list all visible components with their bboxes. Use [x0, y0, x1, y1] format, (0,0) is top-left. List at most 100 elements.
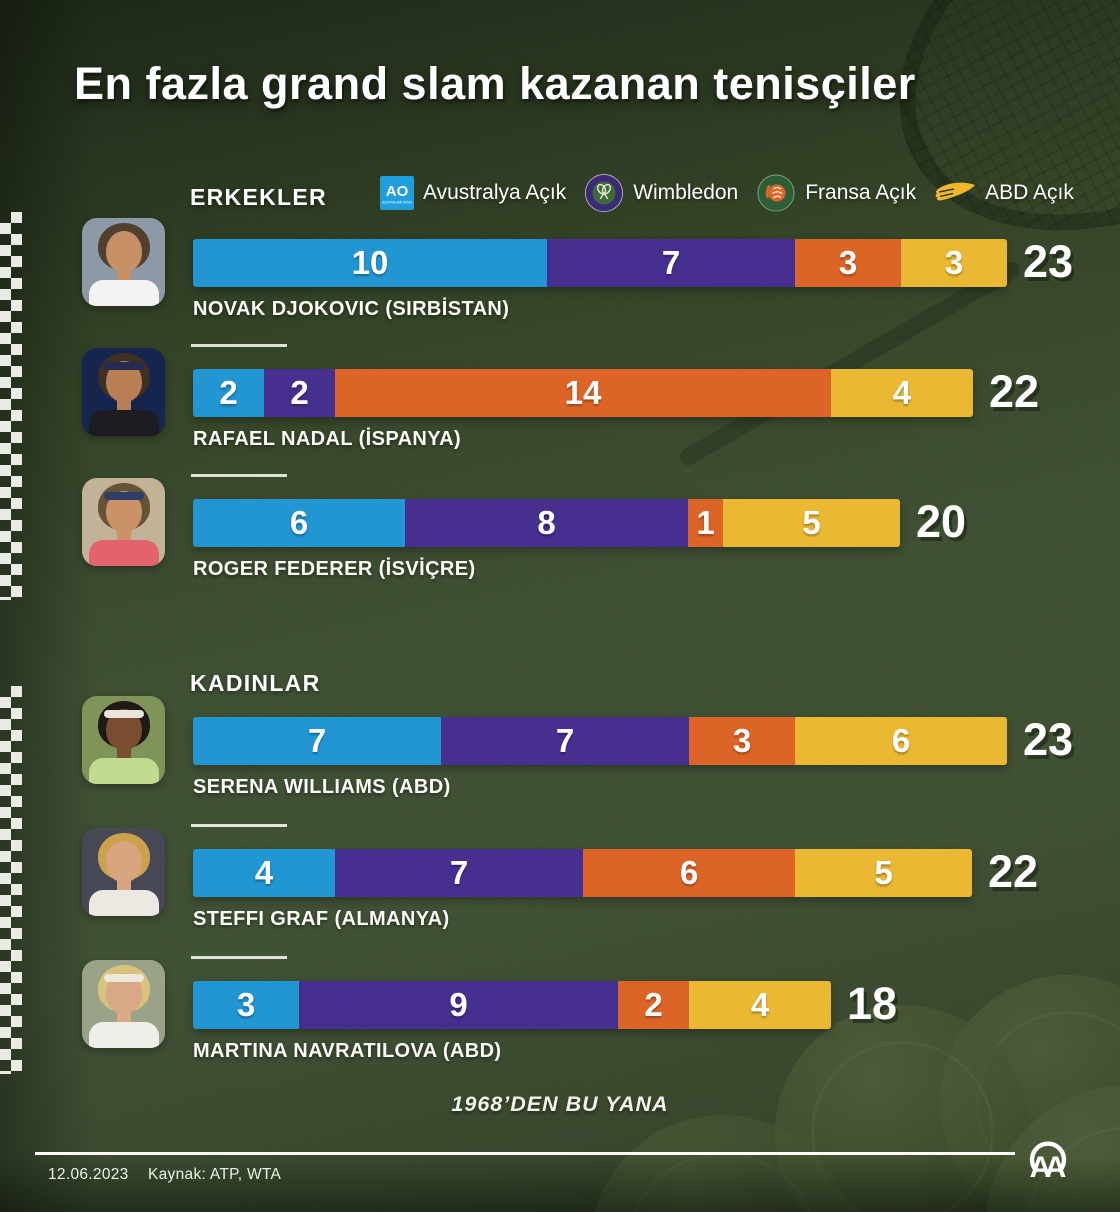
- legend-item-us-open: ABD Açık: [934, 180, 1074, 206]
- section-header-men: ERKEKLER: [190, 184, 327, 210]
- player-photo: [82, 348, 165, 436]
- svg-text:AO: AO: [386, 183, 409, 200]
- player-photo: [82, 960, 165, 1048]
- segment-value: 5: [802, 504, 821, 541]
- bar-segment-french-open: 6: [583, 849, 795, 897]
- segment-value: 6: [679, 854, 699, 891]
- player-name: STEFFI GRAF (ALMANYA): [193, 908, 450, 930]
- avatar-neck: [116, 268, 131, 280]
- segment-value: 7: [661, 244, 681, 281]
- checkerboard-strip-men: [0, 212, 22, 600]
- segment-value: 2: [644, 986, 663, 1023]
- bar-segment-australian-open: 4: [193, 849, 335, 897]
- avatar-neck: [116, 1010, 131, 1022]
- segment-value: 1: [696, 504, 715, 541]
- svg-text:AUSTRALIAN OPEN: AUSTRALIAN OPEN: [382, 201, 413, 205]
- us-open-logo-icon: [934, 180, 976, 206]
- bar-segment-wimbledon: 7: [335, 849, 583, 897]
- player-name: SERENA WILLIAMS (ABD): [193, 776, 451, 798]
- legend-label: Fransa Açık: [805, 181, 917, 204]
- segment-value: 6: [891, 722, 911, 759]
- segment-value: 3: [944, 244, 964, 281]
- player-photo: [82, 696, 165, 784]
- player-name: MARTINA NAVRATILOVA (ABD): [193, 1040, 502, 1062]
- page-title: En fazla grand slam kazanan tenisçiler: [74, 58, 916, 109]
- checkerboard-strip-women: [0, 686, 22, 1074]
- segment-value: 6: [289, 504, 309, 541]
- footnote: 1968’DEN BU YANA: [451, 1092, 669, 1116]
- avatar-headband: [103, 492, 144, 500]
- row-divider: [191, 824, 287, 827]
- segment-value: 3: [732, 722, 752, 759]
- segment-value: 4: [892, 374, 912, 411]
- svg-text:A: A: [1045, 1151, 1067, 1182]
- row-divider: [191, 956, 287, 959]
- segment-value: 2: [219, 374, 238, 411]
- stacked-bar: 7 7 3 6: [193, 717, 1007, 765]
- avatar-shirt: [88, 280, 159, 306]
- avatar-headband: [103, 974, 144, 982]
- total-count: 23: [1023, 236, 1074, 287]
- bar-segment-australian-open: 7: [193, 717, 441, 765]
- svg-text:A: A: [1030, 1151, 1052, 1182]
- bar-segment-french-open: 2: [618, 981, 689, 1029]
- bar-segment-french-open: 14: [335, 369, 831, 417]
- total-count: 20: [916, 496, 967, 547]
- player-photo: [82, 218, 165, 306]
- legend-label: ABD Açık: [985, 181, 1074, 204]
- segment-value: 3: [236, 986, 256, 1023]
- section-header-women: KADINLAR: [190, 670, 321, 696]
- bar-segment-wimbledon: 7: [441, 717, 689, 765]
- bar-segment-us-open: 5: [723, 499, 900, 547]
- player-name: ROGER FEDERER (İSVİÇRE): [193, 558, 476, 580]
- legend-label: Avustralya Açık: [423, 181, 567, 204]
- segment-value: 5: [874, 854, 893, 891]
- legend-item-french-open: Fransa Açık: [756, 173, 916, 213]
- total-count: 22: [989, 366, 1040, 417]
- stacked-bar: 4 7 6 5: [193, 849, 972, 897]
- bar-segment-us-open: 3: [901, 239, 1007, 287]
- roland-garros-logo-icon: [756, 173, 796, 213]
- player-name: RAFAEL NADAL (İSPANYA): [193, 428, 462, 450]
- bar-segment-australian-open: 3: [193, 981, 299, 1029]
- segment-value: 3: [838, 244, 858, 281]
- avatar-headband: [103, 362, 144, 370]
- avatar-face: [105, 841, 142, 882]
- segment-value: 7: [555, 722, 575, 759]
- australian-open-logo-icon: AO AUSTRALIAN OPEN: [380, 176, 414, 210]
- avatar-shirt: [88, 890, 159, 916]
- segment-value: 8: [537, 504, 556, 541]
- racket-shaft-background: [676, 258, 1024, 469]
- footer-date: 12.06.2023: [48, 1166, 129, 1183]
- legend-item-australian-open: AO AUSTRALIAN OPEN Avustralya Açık: [380, 176, 566, 210]
- bar-segment-australian-open: 2: [193, 369, 264, 417]
- avatar-headband: [103, 710, 144, 718]
- bar-segment-wimbledon: 8: [405, 499, 688, 547]
- avatar-shirt: [88, 540, 159, 566]
- segment-value: 4: [750, 986, 770, 1023]
- total-count: 23: [1023, 714, 1074, 765]
- legend: AO AUSTRALIAN OPEN Avustralya Açık Wimb: [380, 172, 1074, 214]
- avatar-neck: [116, 528, 131, 540]
- avatar-shirt: [88, 410, 159, 436]
- avatar-neck: [116, 746, 131, 758]
- legend-label: Wimbledon: [633, 181, 739, 204]
- segment-value: 2: [290, 374, 309, 411]
- stacked-bar: 3 9 2 4: [193, 981, 831, 1029]
- avatar-shirt: [88, 758, 159, 784]
- total-count: 18: [847, 978, 898, 1029]
- row-divider: [191, 344, 287, 347]
- bar-segment-australian-open: 6: [193, 499, 405, 547]
- bar-segment-us-open: 4: [831, 369, 973, 417]
- stacked-bar: 2 2 14 4: [193, 369, 973, 417]
- total-count: 22: [988, 846, 1039, 897]
- segment-value: 4: [254, 854, 274, 891]
- player-photo: [82, 478, 165, 566]
- bar-segment-french-open: 1: [688, 499, 723, 547]
- segment-value: 7: [449, 854, 469, 891]
- bar-segment-french-open: 3: [795, 239, 901, 287]
- segment-value: 7: [307, 722, 327, 759]
- bar-segment-wimbledon: 7: [547, 239, 795, 287]
- stacked-bar: 10 7 3 3: [193, 239, 1007, 287]
- bar-segment-australian-open: 10: [193, 239, 547, 287]
